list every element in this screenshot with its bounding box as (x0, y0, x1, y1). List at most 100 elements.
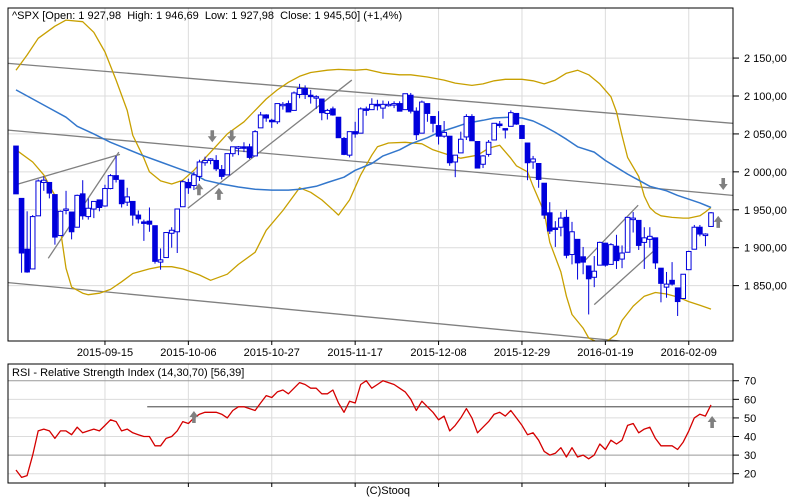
candle-body (407, 94, 414, 112)
candle-body (419, 101, 425, 134)
candle-body (569, 231, 575, 256)
candle-body (341, 137, 347, 155)
candle-body (608, 244, 614, 265)
candle-body (135, 214, 142, 220)
candle-body (202, 159, 208, 164)
price-panel-border (7, 7, 734, 342)
candle-body (191, 174, 197, 186)
rsi-axis-label: 50 (744, 413, 756, 425)
candle-body (252, 131, 258, 157)
candle-body (196, 161, 203, 177)
candle-body (635, 219, 642, 246)
candle-body (619, 252, 625, 260)
date-axis-label: 2015-10-27 (244, 347, 300, 359)
candle-body (68, 211, 75, 233)
candle-body (313, 96, 320, 99)
candle-body (563, 216, 570, 256)
candle-body (180, 181, 186, 208)
candle-body (652, 237, 659, 264)
candle-body (597, 241, 603, 266)
candle-body (268, 119, 275, 123)
candle-body (324, 109, 331, 114)
candle-body (357, 108, 364, 134)
candle-body (435, 125, 442, 137)
candle-body (546, 212, 553, 232)
candle-body (530, 158, 536, 163)
candle-body (491, 122, 497, 141)
date-axis-label: 2016-02-09 (661, 347, 717, 359)
candle-body (302, 87, 308, 95)
candle-body (46, 181, 53, 194)
candle-body (691, 226, 698, 250)
candle-body (185, 181, 192, 189)
moving-average-line (15, 89, 712, 209)
candle-body (352, 131, 358, 135)
rsi-axis-label: 60 (744, 394, 756, 406)
candle-body (280, 103, 286, 107)
price-axis-label: 2 000,00 (744, 167, 787, 179)
candle-body (374, 103, 381, 107)
candle-body (430, 115, 436, 124)
candle-body (57, 210, 64, 237)
candle-body (524, 142, 531, 164)
rsi-axis-label: 70 (744, 376, 756, 388)
candle-body (463, 115, 470, 138)
candle-body (263, 114, 269, 119)
candle-body (13, 145, 19, 195)
price-axis-label: 2 100,00 (744, 91, 787, 103)
candle-body (163, 232, 169, 259)
up-arrow-icon (214, 187, 224, 200)
candle-body (413, 110, 420, 136)
candle-body (558, 217, 564, 228)
price-axis-label: 1 850,00 (744, 281, 787, 293)
candle-body (697, 226, 703, 235)
ohlc-summary-title: ^SPX [Open: 1 927,98 High: 1 946,69 Low:… (12, 10, 402, 22)
candle-body (335, 116, 342, 139)
candle-body (146, 220, 153, 225)
rsi-line (15, 380, 712, 479)
down-arrow-icon (718, 177, 728, 190)
candle-body (291, 92, 297, 111)
candle-body (474, 141, 481, 169)
candle-body (641, 237, 648, 243)
candle-body (602, 242, 609, 266)
candle-body (469, 115, 475, 142)
candle-body (680, 273, 687, 300)
rsi-axis-label: 20 (744, 469, 756, 481)
candle-body (424, 103, 431, 114)
candle-body (452, 154, 459, 163)
candle-body (496, 123, 503, 127)
candle-body (480, 155, 486, 165)
candle-body (485, 141, 492, 155)
candle-body (535, 163, 542, 180)
candle-body (235, 146, 242, 149)
price-axis-label: 2 050,00 (744, 129, 787, 141)
candle-body (29, 216, 36, 270)
trendline (18, 153, 121, 185)
candle-body (330, 108, 336, 116)
rsi-panel-title: RSI - Relative Strength Index (14,30,70)… (12, 367, 244, 379)
candle-body (380, 103, 386, 109)
candle-body (63, 208, 69, 211)
candle-body (41, 179, 47, 183)
candle-body (157, 259, 164, 263)
candle-body (230, 146, 236, 155)
candle-body (296, 87, 303, 95)
candle-body (207, 158, 214, 161)
candle-body (102, 188, 108, 207)
candle-body (591, 270, 598, 278)
candle-body (319, 98, 325, 114)
candle-body (257, 114, 264, 129)
date-axis-label: 2015-11-17 (327, 347, 382, 359)
candle-body (369, 103, 375, 111)
candle-body (218, 169, 225, 177)
candle-body (391, 103, 397, 106)
candle-body (613, 245, 620, 262)
trendline (8, 129, 733, 197)
candle-body (168, 229, 175, 234)
date-axis-label: 2016-01-19 (577, 347, 633, 359)
price-axis-label: 2 150,00 (744, 53, 787, 65)
candle-body (541, 182, 548, 216)
